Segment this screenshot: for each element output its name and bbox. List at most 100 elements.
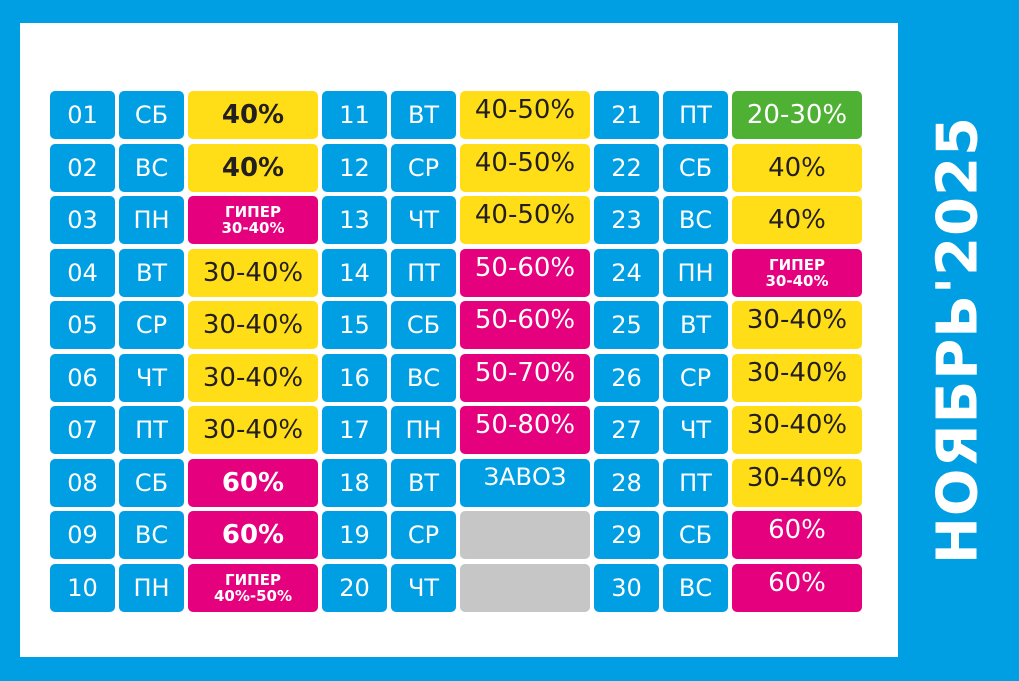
day-of-week: ВС bbox=[391, 353, 456, 402]
discount-label: 30-40% bbox=[746, 305, 848, 335]
day-number: 22 bbox=[594, 143, 659, 192]
day-of-week: ПТ bbox=[119, 406, 184, 454]
discount-cell: 40% bbox=[732, 143, 862, 192]
discount-cell: 30-40% bbox=[732, 406, 862, 454]
day-of-week: СР bbox=[119, 301, 184, 349]
day-number: 05 bbox=[50, 301, 115, 349]
discount-cell: 40% bbox=[732, 196, 862, 244]
discount-cell: 30-40% bbox=[188, 248, 318, 297]
discount-cell: ГИПЕР 30-40% bbox=[732, 248, 862, 297]
discount-label: 30-40% bbox=[202, 310, 304, 340]
discount-label: 50-60% bbox=[474, 252, 576, 283]
day-of-week: ВС bbox=[663, 563, 728, 612]
day-of-week: ПТ bbox=[663, 458, 728, 507]
day-number: 19 bbox=[322, 511, 387, 559]
discount-cell: 40% bbox=[188, 143, 318, 192]
discount-cell: 50-60% bbox=[460, 301, 590, 349]
day-number: 25 bbox=[594, 301, 659, 349]
day-of-week: ЧТ bbox=[391, 563, 456, 612]
day-number: 24 bbox=[594, 248, 659, 297]
discount-label: 40% bbox=[221, 100, 285, 130]
day-of-week: ЧТ bbox=[391, 196, 456, 244]
day-of-week: ПН bbox=[119, 196, 184, 244]
day-number: 30 bbox=[594, 563, 659, 612]
day-of-week: ВС bbox=[119, 511, 184, 559]
discount-label: 40-50% bbox=[474, 200, 576, 230]
discount-label: 40%-50% bbox=[213, 586, 293, 605]
discount-cell: 30-40% bbox=[188, 353, 318, 402]
discount-label: 60% bbox=[768, 515, 826, 545]
day-number: 04 bbox=[50, 248, 115, 297]
discount-cell bbox=[460, 563, 590, 612]
discount-cell: 60% bbox=[188, 511, 318, 559]
day-of-week: ЧТ bbox=[663, 406, 728, 454]
discount-label: 30-40% bbox=[746, 462, 848, 493]
day-number: 08 bbox=[50, 458, 115, 507]
day-number: 21 bbox=[594, 91, 659, 139]
day-of-week: СБ bbox=[663, 143, 728, 192]
discount-label: 20-30% bbox=[746, 100, 848, 130]
discount-label: ГИПЕР bbox=[769, 255, 825, 274]
discount-cell: ГИПЕР 40%-50% bbox=[188, 563, 318, 612]
discount-cell: 60% bbox=[188, 458, 318, 507]
discount-cell: 30-40% bbox=[188, 406, 318, 454]
day-number: 06 bbox=[50, 353, 115, 402]
day-of-week: ПН bbox=[391, 406, 456, 454]
day-of-week: ПТ bbox=[391, 248, 456, 297]
discount-cell: 50-60% bbox=[460, 248, 590, 297]
day-of-week: ВС bbox=[119, 143, 184, 192]
discount-label: 50-80% bbox=[474, 410, 576, 440]
day-number: 01 bbox=[50, 91, 115, 139]
discount-cell: 60% bbox=[732, 563, 862, 612]
day-number: 07 bbox=[50, 406, 115, 454]
discount-label: 60% bbox=[221, 520, 285, 550]
discount-label: 40% bbox=[768, 205, 826, 235]
discount-label: 30-40% bbox=[202, 362, 304, 393]
discount-label: 30-40% bbox=[202, 257, 304, 288]
day-of-week: ВТ bbox=[391, 458, 456, 507]
day-number: 03 bbox=[50, 196, 115, 244]
discount-cell: 40-50% bbox=[460, 196, 590, 244]
discount-cell: 30-40% bbox=[188, 301, 318, 349]
day-number: 17 bbox=[322, 406, 387, 454]
day-of-week: ПН bbox=[663, 248, 728, 297]
discount-calendar-grid: 01 СБ 40% 11 ВТ 40-50% 21 ПТ 20-30% 02 ВС 40% 12 СР 40… bbox=[50, 91, 862, 612]
day-of-week: СР bbox=[391, 511, 456, 559]
day-of-week: СБ bbox=[119, 91, 184, 139]
day-of-week: СР bbox=[391, 143, 456, 192]
discount-cell: 50-80% bbox=[460, 406, 590, 454]
discount-label: ЗАВОЗ bbox=[483, 462, 567, 491]
day-of-week: СР bbox=[663, 353, 728, 402]
discount-label: 40-50% bbox=[474, 147, 576, 178]
discount-cell: 40-50% bbox=[460, 91, 590, 139]
day-of-week: СБ bbox=[119, 458, 184, 507]
discount-label: 40-50% bbox=[474, 95, 576, 125]
discount-label: 30-40% bbox=[221, 219, 285, 237]
discount-cell: 40-50% bbox=[460, 143, 590, 192]
discount-label: 40% bbox=[221, 152, 285, 183]
discount-cell: 30-40% bbox=[732, 458, 862, 507]
day-number: 20 bbox=[322, 563, 387, 612]
day-number: 02 bbox=[50, 143, 115, 192]
day-number: 14 bbox=[322, 248, 387, 297]
discount-label: 60% bbox=[768, 567, 826, 598]
discount-cell bbox=[460, 511, 590, 559]
discount-label: ГИПЕР bbox=[225, 203, 281, 221]
discount-label: 30-40% bbox=[746, 410, 848, 440]
discount-label: 30-40% bbox=[746, 357, 848, 388]
day-number: 29 bbox=[594, 511, 659, 559]
day-number: 11 bbox=[322, 91, 387, 139]
discount-label: 40% bbox=[768, 152, 826, 183]
day-number: 10 bbox=[50, 563, 115, 612]
calendar-title: НОЯБРЬ'2025 bbox=[925, 115, 991, 565]
day-of-week: ВС bbox=[663, 196, 728, 244]
discount-cell: 40% bbox=[188, 91, 318, 139]
discount-cell: 20-30% bbox=[732, 91, 862, 139]
day-number: 12 bbox=[322, 143, 387, 192]
day-number: 26 bbox=[594, 353, 659, 402]
day-number: 13 bbox=[322, 196, 387, 244]
day-of-week: ВТ bbox=[663, 301, 728, 349]
day-number: 23 bbox=[594, 196, 659, 244]
day-of-week: ПТ bbox=[663, 91, 728, 139]
discount-label: 50-70% bbox=[474, 357, 576, 388]
